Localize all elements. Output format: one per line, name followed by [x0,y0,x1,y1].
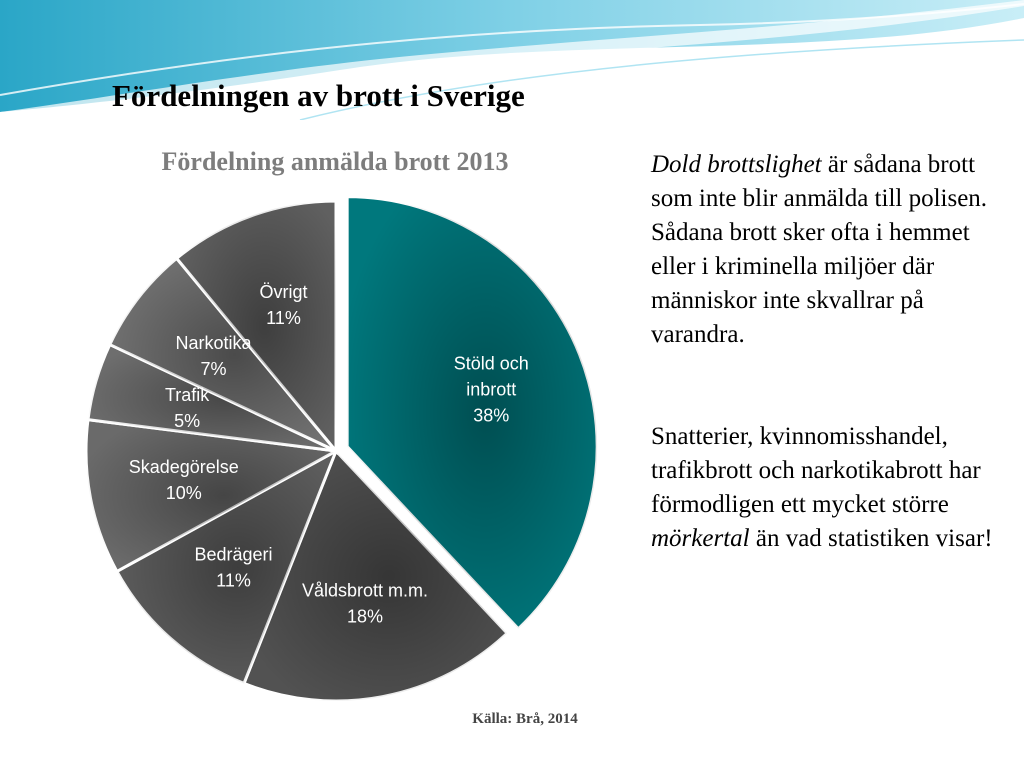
pie-name-label-stold-och-inbrott: inbrott [466,380,516,400]
header-wave-decoration [0,0,1024,120]
pie-value-label-ovrigt: 11% [266,308,301,328]
pie-chart: Fördelning anmälda brott 2013 Stöld och i… [84,147,599,727]
pie-value-label-skadegorelse: 10% [166,483,202,503]
term-hidden-crime: Dold brottslighet [651,151,822,178]
pie-name-label-stold-och-inbrott: Stöld och [454,354,529,374]
explanation-text: Dold brottslighet är sådana brott som in… [651,148,1001,556]
pie-name-label-trafik: Trafik [165,385,210,405]
paragraph-hidden-crime: Dold brottslighet är sådana brott som in… [651,148,1001,352]
pie-name-label-ovrigt: Övrigt [259,282,307,302]
paragraph-dark-figure: Snatterier, kvinnomisshandel, trafikbrot… [651,420,1001,556]
pie-name-label-skadegorelse: Skadegörelse [129,457,239,477]
pie-value-label-valdsbrott-m-m: 18% [347,606,383,626]
pie-name-label-valdsbrott-m-m: Våldsbrott m.m. [302,580,428,600]
pie-value-label-trafik: 5% [174,411,200,431]
pie-value-label-narkotika: 7% [201,359,227,379]
slide-title: Fördelningen av brott i Sverige [112,78,525,113]
paragraph-2-end: än vad statistiken visar! [749,525,993,552]
pie-name-label-narkotika: Narkotika [176,333,253,353]
pie-value-label-stold-och-inbrott: 38% [473,406,509,426]
paragraph-1-body: är sådana brott som inte blir anmälda ti… [651,151,988,348]
chart-source: Källa: Brå, 2014 [472,711,578,727]
paragraph-2-start: Snatterier, kvinnomisshandel, trafikbrot… [651,423,981,518]
chart-title: Fördelning anmälda brott 2013 [162,147,509,176]
pie-name-label-bedrageri: Bedrägeri [194,544,272,564]
term-dark-figure: mörkertal [651,525,750,552]
pie-value-label-bedrageri: 11% [216,570,251,590]
